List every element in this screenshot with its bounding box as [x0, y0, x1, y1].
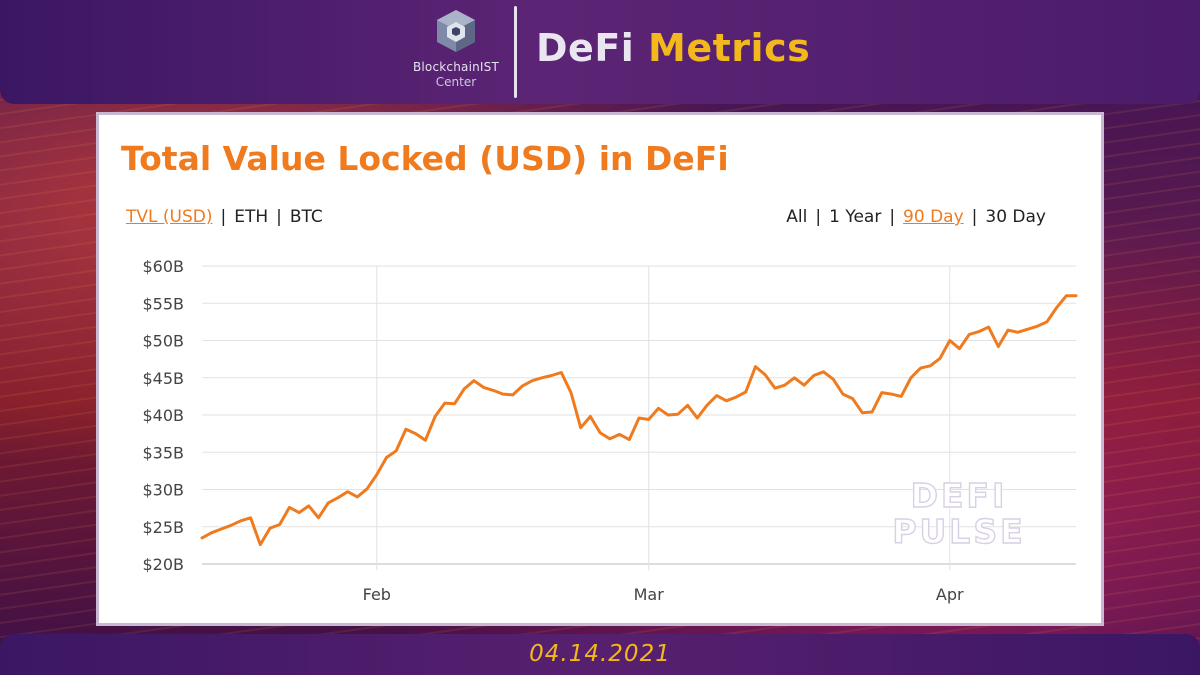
chart-title: Total Value Locked (USD) in DeFi [121, 139, 729, 178]
separator: | [815, 207, 822, 227]
metric-selector: TVL (USD) | ETH | BTC [126, 207, 323, 227]
header-bar: BlockchainIST Center DeFi Metrics [0, 0, 1200, 104]
range-option-1year[interactable]: 1 Year [829, 207, 882, 227]
y-tick-label: $35B [142, 443, 184, 462]
metric-option-btc[interactable]: BTC [289, 207, 323, 227]
chart-series [200, 294, 1078, 547]
y-tick-label: $30B [142, 481, 184, 500]
range-option-30day[interactable]: 30 Day [985, 207, 1046, 227]
separator: | [889, 207, 896, 227]
brand-title-part1: DeFi [536, 26, 635, 70]
blockchainist-logo: BlockchainIST Center [410, 8, 502, 98]
x-axis-tick-labels: Feb Mar Apr [363, 585, 964, 604]
y-tick-label: $55B [142, 294, 184, 313]
logo-subtitle: Center [435, 75, 477, 89]
x-tick-label: Mar [634, 585, 665, 604]
chart-panel: Total Value Locked (USD) in DeFi TVL (US… [96, 112, 1104, 626]
y-tick-label: $50B [142, 332, 184, 351]
tvl-line-chart: $20B $25B $30B $35B $40B $45B $50B $55B $60B Feb… [142, 257, 1078, 604]
x-tick-label: Feb [363, 585, 391, 604]
x-tick-label: Apr [936, 585, 964, 604]
tvl-series-line [200, 294, 1078, 547]
footer-date: 04.14.2021 [529, 641, 671, 667]
y-tick-label: $25B [142, 518, 184, 537]
header-divider [514, 6, 517, 98]
y-tick-label: $40B [142, 406, 184, 425]
y-tick-label: $60B [142, 257, 184, 276]
chart-gridlines [202, 265, 1076, 570]
defi-pulse-watermark-line2: PULSE [892, 512, 1025, 551]
defi-pulse-watermark-line1: DEFI [911, 476, 1008, 515]
y-tick-label: $20B [142, 555, 184, 574]
footer-bar: 04.14.2021 [0, 634, 1200, 675]
cube-logo-icon [437, 10, 475, 52]
metric-option-tvl[interactable]: TVL (USD) [126, 207, 213, 227]
range-option-90day[interactable]: 90 Day [903, 207, 964, 227]
brand-title-part2: Metrics [648, 26, 811, 70]
range-option-all[interactable]: All [786, 207, 808, 227]
separator: | [276, 207, 282, 227]
metric-option-eth[interactable]: ETH [234, 207, 269, 227]
separator: | [220, 207, 227, 227]
y-axis-tick-labels: $20B $25B $30B $35B $40B $45B $50B $55B $60B [142, 257, 184, 574]
brand-title: DeFi Metrics [536, 26, 810, 70]
range-selector: All | 1 Year | 90 Day | 30 Day [786, 207, 1046, 227]
logo-name: BlockchainIST [412, 60, 500, 74]
y-tick-label: $45B [142, 369, 184, 388]
separator: | [971, 207, 978, 227]
